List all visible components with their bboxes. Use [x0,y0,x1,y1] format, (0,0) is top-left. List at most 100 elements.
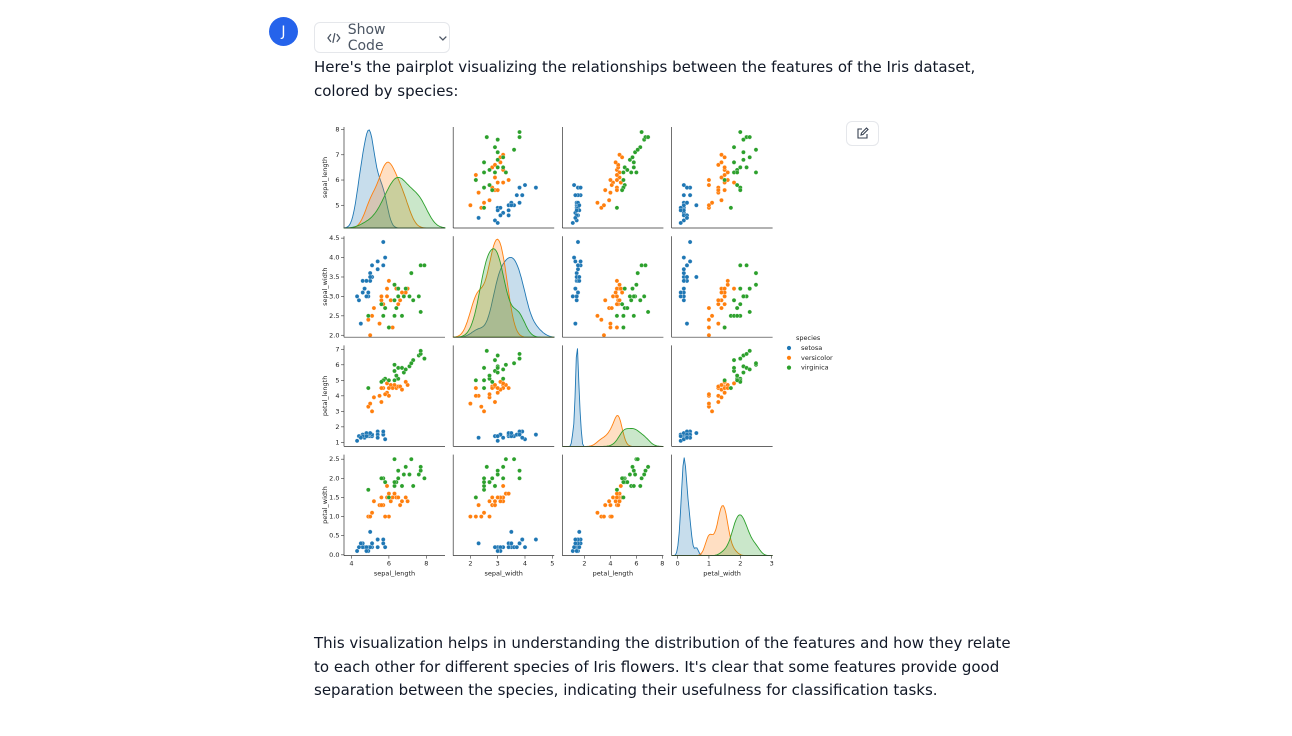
scatter-point [638,483,643,489]
scatter-point [390,325,395,330]
show-code-button[interactable]: Show Code [314,22,450,54]
scatter-point [362,286,367,291]
scatter-point [495,548,500,554]
scatter-point [405,499,410,504]
scatter-point [354,438,360,444]
scatter-point [382,437,388,442]
scatter-point [473,172,479,178]
legend-swatch [786,365,792,370]
scatter-point [354,548,360,554]
scatter-point [709,313,715,319]
scatter-point [367,270,373,276]
scatter-point [615,502,621,508]
scatter-point [495,165,500,170]
scatter-point [574,298,579,303]
x-tick-label: 3 [496,560,500,568]
scatter-point [517,129,522,135]
scatter-point [741,137,746,142]
x-tick-label: 6 [387,560,391,568]
scatter-point [678,290,683,295]
scatter-point [706,333,712,338]
x-tick-label: 8 [660,560,664,568]
scatter-point [575,239,581,245]
scatter-point [577,203,582,208]
scatter-point [369,313,375,319]
scatter-point [489,379,495,385]
scatter-point [382,392,388,397]
scatter-point [722,165,727,170]
scatter-point [738,263,743,268]
scatter-point [379,385,384,391]
y-tick-label: 5 [335,376,339,384]
scatter-point [422,356,427,361]
scatter-point [681,278,687,284]
scatter-point [366,313,371,319]
scatter-point [500,376,506,382]
scatter-point [571,544,577,550]
scatter-point [495,220,500,226]
scatter-point [694,274,699,280]
scatter-point [358,541,364,546]
scatter-point [687,259,693,264]
scatter-point [418,348,423,354]
scatter-point [479,404,484,409]
y-tick-label: 2.0 [329,331,339,339]
scatter-point [509,430,514,436]
scatter-point [495,390,500,395]
scatter-point [514,544,520,550]
scatter-point [399,365,405,371]
scatter-point [639,263,644,268]
scatter-point [379,379,384,385]
scatter-point [684,274,690,280]
scatter-point [722,378,727,383]
scatter-point [694,430,699,436]
scatter-point [366,290,371,295]
scatter-point [386,491,392,496]
scatter-point [367,514,373,519]
scatter-point [367,430,373,436]
scatter-point [492,382,498,388]
scatter-point [574,270,579,276]
scatter-point [573,286,578,291]
scatter-point [386,278,392,284]
x-axis-label: petal_length [593,570,633,578]
scatter-point [634,282,639,288]
scatter-point [473,385,479,391]
scatter-point [487,514,492,519]
scatter-point [403,290,408,295]
scatter-point [468,401,473,406]
scatter-point [728,205,734,211]
scatter-point [741,370,746,375]
scatter-point [722,155,727,160]
scatter-point [487,392,492,397]
scatter-point [495,353,500,358]
edit-button[interactable] [846,121,879,146]
scatter-point [375,259,380,264]
scatter-point [625,167,630,173]
scatter-point [418,263,423,268]
scatter-point [410,298,416,303]
scatter-point [487,197,492,203]
scatter-point [392,479,397,485]
scatter-point [517,476,522,481]
scatter-point [392,282,397,288]
scatter-point [753,360,759,366]
kde-area [343,176,446,229]
scatter-point [643,468,648,473]
scatter-point [489,187,495,193]
scatter-point [684,215,690,221]
x-tick-label: 4 [608,560,612,568]
scatter-point [571,182,577,188]
scatter-point [517,185,522,190]
scatter-point [503,170,509,175]
y-tick-label: 7 [335,151,339,159]
scatter-point [382,544,388,550]
scatter-point [484,464,490,470]
scatter-point [392,491,397,496]
scatter-point [422,263,427,268]
scatter-point [364,544,369,550]
scatter-point [514,192,520,198]
scatter-point [367,278,373,284]
scatter-point [517,134,522,140]
scatter-point [481,185,487,190]
